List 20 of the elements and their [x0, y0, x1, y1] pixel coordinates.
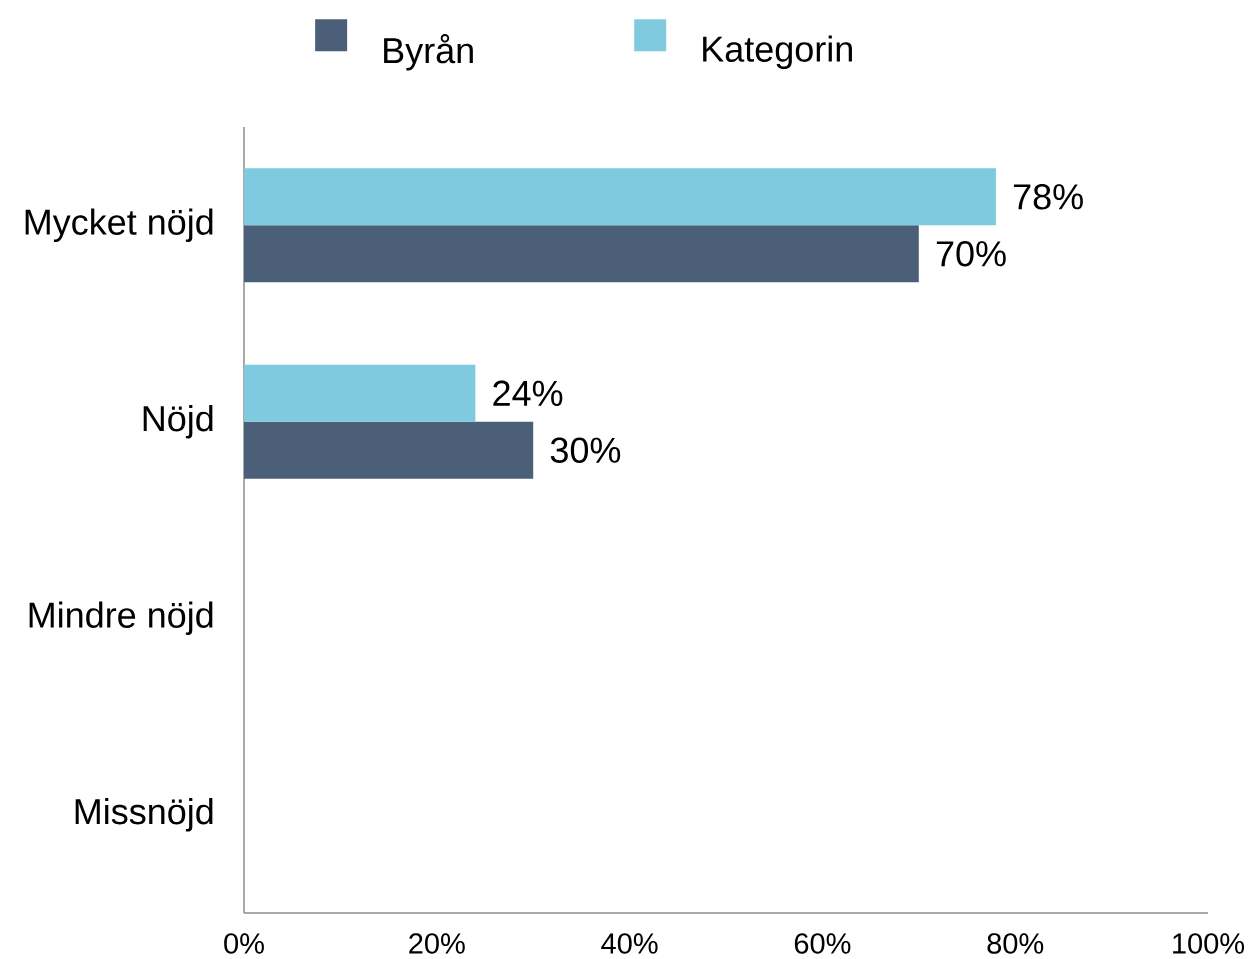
bar	[244, 364, 476, 422]
bar	[244, 421, 534, 479]
data-label: 70%	[936, 241, 1006, 267]
x-tick-label: 100%	[1173, 933, 1245, 954]
data-label: 24%	[493, 380, 563, 406]
legend-label: Kategorin	[703, 35, 852, 70]
bar	[244, 168, 996, 226]
y-tick-label: Nöjd	[143, 404, 213, 439]
bar	[244, 225, 919, 283]
y-tick-label: Mindre nöjd	[29, 601, 213, 636]
y-tick-label: Mycket nöjd	[25, 208, 213, 243]
x-tick-label: 80%	[987, 933, 1044, 954]
legend-label: Byrån	[384, 33, 473, 71]
x-tick-label: 20%	[409, 933, 465, 954]
x-tick-label: 60%	[794, 933, 851, 954]
x-tick-label: 0%	[224, 933, 264, 954]
x-tick-label: 40%	[601, 933, 658, 954]
data-label: 30%	[550, 437, 621, 463]
data-label: 78%	[1013, 184, 1083, 210]
y-tick-label: Missnöjd	[75, 797, 213, 832]
